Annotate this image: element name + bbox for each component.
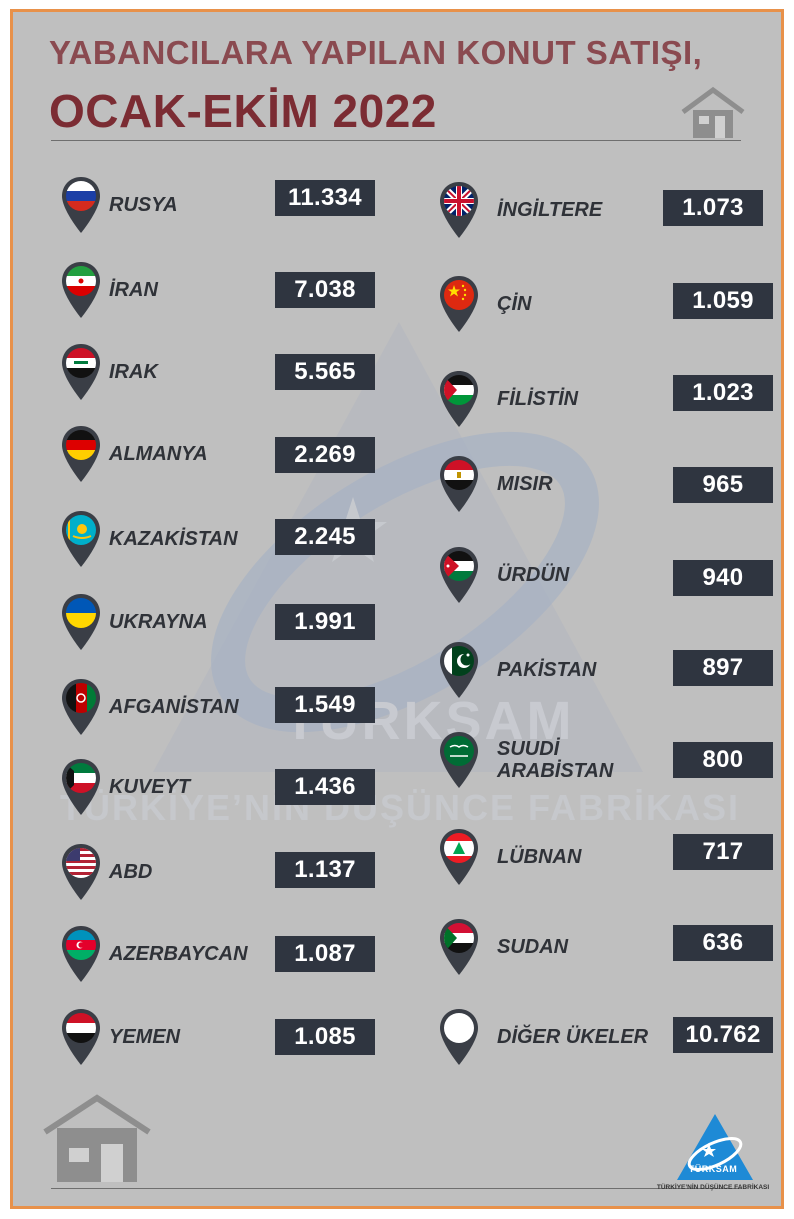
afghanistan-flag-pin-icon <box>62 679 100 735</box>
list-item: PAKİSTAN 897 <box>437 640 777 700</box>
country-name: SUUDİ ARABİSTAN <box>497 738 613 782</box>
country-name: ABD <box>109 861 153 883</box>
country-name: RUSYA <box>109 194 178 216</box>
list-item: SUUDİ ARABİSTAN 800 <box>437 730 777 790</box>
country-name: KAZAKİSTAN <box>109 528 238 550</box>
sales-value: 1.087 <box>275 936 375 972</box>
list-item: AFGANİSTAN 1.549 <box>59 677 379 737</box>
list-item: İNGİLTERE 1.073 <box>437 180 777 240</box>
sales-value: 2.269 <box>275 437 375 473</box>
country-name: ALMANYA <box>109 443 208 465</box>
country-name: YEMEN <box>109 1026 181 1048</box>
saudi-arabia-flag-pin-icon <box>440 732 478 788</box>
list-item: MISIR 965 <box>437 454 777 514</box>
pakistan-flag-pin-icon <box>440 642 478 698</box>
iraq-flag-pin-icon <box>62 344 100 400</box>
title-line-1: YABANCILARA YAPILAN KONUT SATIŞI, <box>49 34 703 71</box>
uk-flag-pin-icon <box>440 182 478 238</box>
ukraine-flag-pin-icon <box>62 594 100 650</box>
iran-flag-pin-icon <box>62 262 100 318</box>
sales-value: 1.023 <box>673 375 773 411</box>
china-flag-pin-icon <box>440 276 478 332</box>
list-item: ABD 1.137 <box>59 842 379 902</box>
house-icon <box>43 1094 151 1182</box>
germany-flag-pin-icon <box>62 426 100 482</box>
sales-value: 2.245 <box>275 519 375 555</box>
sales-value: 897 <box>673 650 773 686</box>
azerbaijan-flag-pin-icon <box>62 926 100 982</box>
sales-value: 11.334 <box>275 180 375 216</box>
sales-value: 1.436 <box>275 769 375 805</box>
footer-divider <box>51 1188 741 1189</box>
country-name: ÇİN <box>497 293 532 315</box>
list-item: İRAN 7.038 <box>59 260 379 320</box>
sales-value: 1.137 <box>275 852 375 888</box>
country-name: İRAN <box>109 279 158 301</box>
sales-value: 1.073 <box>663 190 763 226</box>
title-line-2: OCAK-EKİM 2022 <box>49 85 437 137</box>
house-icon <box>681 86 745 138</box>
sales-value: 1.059 <box>673 283 773 319</box>
list-item: ÇİN 1.059 <box>437 274 777 334</box>
sudan-flag-pin-icon <box>440 919 478 975</box>
country-name: KUVEYT <box>109 776 191 798</box>
list-item: DİĞER ÜKELER 10.762 <box>437 1007 777 1067</box>
list-item: FİLİSTİN 1.023 <box>437 369 777 429</box>
country-name: IRAK <box>109 361 158 383</box>
list-item: IRAK 5.565 <box>59 342 379 402</box>
turksam-logo <box>677 1114 753 1180</box>
russia-flag-pin-icon <box>62 177 100 233</box>
egypt-flag-pin-icon <box>440 456 478 512</box>
country-name: ÜRDÜN <box>497 564 570 586</box>
list-item: YEMEN 1.085 <box>59 1007 379 1067</box>
country-name: SUDAN <box>497 936 569 958</box>
list-item: KAZAKİSTAN 2.245 <box>59 509 379 569</box>
sales-value: 717 <box>673 834 773 870</box>
country-name: DİĞER ÜKELER <box>497 1026 649 1048</box>
sales-value: 7.038 <box>275 272 375 308</box>
country-name: İNGİLTERE <box>497 199 603 221</box>
sales-value: 940 <box>673 560 773 596</box>
sales-value: 5.565 <box>275 354 375 390</box>
logo-name: TÜRKSAM <box>688 1164 738 1174</box>
list-item: AZERBAYCAN 1.087 <box>59 924 379 984</box>
list-item: LÜBNAN 717 <box>437 827 777 887</box>
sales-value: 1.549 <box>275 687 375 723</box>
yemen-flag-pin-icon <box>62 1009 100 1065</box>
country-name: AFGANİSTAN <box>109 696 239 718</box>
usa-flag-pin-icon <box>62 844 100 900</box>
blank-flag-pin-icon <box>440 1009 478 1065</box>
infographic-frame: TÜRKSAM TÜRKİYE’NİN DÜŞÜNCE FABRİKASI YA… <box>10 9 784 1209</box>
list-item: ALMANYA 2.269 <box>59 424 379 484</box>
sales-value: 1.991 <box>275 604 375 640</box>
jordan-flag-pin-icon <box>440 547 478 603</box>
sales-value: 10.762 <box>673 1017 773 1053</box>
kazakhstan-flag-pin-icon <box>62 511 100 567</box>
country-name: PAKİSTAN <box>497 659 597 681</box>
list-item: KUVEYT 1.436 <box>59 757 379 817</box>
logo-tagline: TÜRKİYE’NİN DÜŞÜNCE FABRİKASI <box>656 1184 770 1191</box>
sales-value: 965 <box>673 467 773 503</box>
sales-value: 1.085 <box>275 1019 375 1055</box>
lebanon-flag-pin-icon <box>440 829 478 885</box>
country-name: LÜBNAN <box>497 846 582 868</box>
header-divider <box>51 140 741 141</box>
country-name: MISIR <box>497 473 553 495</box>
list-item: RUSYA 11.334 <box>59 175 379 235</box>
list-item: SUDAN 636 <box>437 917 777 977</box>
palestine-flag-pin-icon <box>440 371 478 427</box>
list-item: UKRAYNA 1.991 <box>59 592 379 652</box>
list-item: ÜRDÜN 940 <box>437 545 777 605</box>
sales-value: 800 <box>673 742 773 778</box>
kuwait-flag-pin-icon <box>62 759 100 815</box>
country-name-line-1: SUUDİ <box>497 738 560 760</box>
sales-value: 636 <box>673 925 773 961</box>
country-name: FİLİSTİN <box>497 388 579 410</box>
country-name-line-2: ARABİSTAN <box>497 760 614 782</box>
country-name: UKRAYNA <box>109 611 208 633</box>
country-name: AZERBAYCAN <box>109 943 248 965</box>
